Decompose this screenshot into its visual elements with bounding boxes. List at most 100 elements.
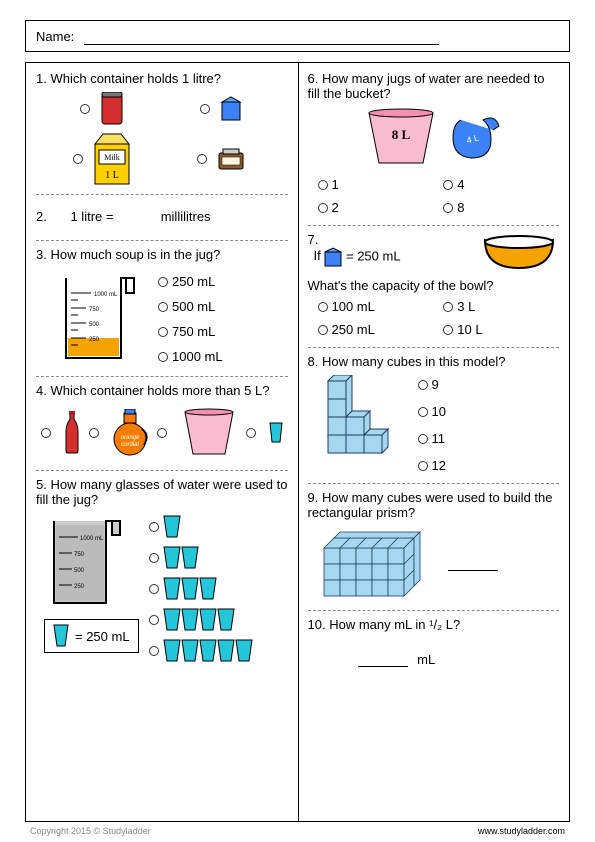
legend-text: = 250 mL [75,629,130,644]
radio-icon [158,352,168,362]
radio-icon [158,327,168,337]
q7-opt-10l[interactable]: 10 L [443,322,549,337]
q9-answer-blank[interactable] [448,557,498,571]
q7-if: If [314,248,321,263]
q3-opt-750[interactable]: 750 mL [158,324,223,339]
svg-text:8 L: 8 L [392,127,411,142]
name-box: Name: [25,20,570,52]
q7-prompt: What's the capacity of the bowl? [308,278,560,293]
question-3: 3. How much soup is in the jug? 1000 mL … [36,247,288,368]
radio-icon[interactable] [157,428,167,438]
q9-text: 9. How many cubes were used to build the… [308,490,560,520]
svg-text:orange: orange [121,435,140,441]
q1-num: 1. [36,71,47,86]
q2-right: millilitres [161,209,211,224]
radio-icon [200,104,210,114]
radio-icon[interactable] [41,428,51,438]
q5-num: 5. [36,477,47,492]
cordial-jug-icon: orangecordial [112,409,148,457]
separator [308,225,560,226]
opt-label: 2 [332,200,339,215]
main-content: 1. Which container holds 1 litre? [25,62,570,822]
radio-icon [418,461,428,471]
radio-icon [443,325,453,335]
radio-icon[interactable] [246,428,256,438]
radio-icon [443,302,453,312]
q8-opt-9[interactable]: 9 [418,377,446,392]
opt-label: 10 L [457,322,482,337]
q5-opt-1[interactable] [149,515,253,539]
question-10: 10. How many mL in ¹/₂ L? mL [308,617,560,667]
q6-opt-4[interactable]: 4 [443,177,549,192]
q7-opt-250ml[interactable]: 250 mL [318,322,424,337]
q3-prompt: How much soup is in the jug? [50,247,220,262]
opt-label: 12 [432,458,446,473]
q7-opt-100ml[interactable]: 100 mL [318,299,424,314]
radio-icon [318,203,328,213]
q6-opt-1[interactable]: 1 [318,177,424,192]
q8-opt-10[interactable]: 10 [418,404,446,419]
radio-icon [318,302,328,312]
q9-num: 9. [308,490,319,505]
q1-option-carton-small[interactable] [200,96,242,122]
radio-icon [197,154,207,164]
q1-option-jar[interactable] [197,147,245,171]
q5-opt-4[interactable] [149,608,253,632]
worksheet-page: Name: 1. Which container holds 1 litre? [0,0,595,842]
q1-option-milk[interactable]: Milk 1 L [73,132,131,186]
q3-opt-500[interactable]: 500 mL [158,299,223,314]
rectangular-prism-icon [318,526,428,602]
opt-label: 100 mL [332,299,375,314]
name-input-line[interactable] [84,27,439,45]
q3-opt-1000[interactable]: 1000 mL [158,349,223,364]
separator [308,610,560,611]
opt-label: 9 [432,377,439,392]
can-icon [100,92,124,126]
q6-opt-2[interactable]: 2 [318,200,424,215]
radio-icon [149,553,159,563]
separator [36,240,288,241]
q4-num: 4. [36,383,47,398]
bowl-icon [479,232,559,274]
q8-num: 8. [308,354,319,369]
jar-icon [217,147,245,171]
opt-label: 250 mL [332,322,375,337]
question-2: 2. 1 litre = millilitres [36,201,288,232]
separator [36,194,288,195]
q3-opt-250[interactable]: 250 mL [158,274,223,289]
tick-label: 250 [89,337,100,343]
radio-icon [443,203,453,213]
opt-label: 1 [332,177,339,192]
q5-opt-3[interactable] [149,577,253,601]
q5-opt-5[interactable] [149,639,253,663]
page-footer: Copyright 2015 © Studyladder www.studyla… [25,822,570,836]
radio-icon [418,407,428,417]
bucket-icon [181,408,237,458]
q3-num: 3. [36,247,47,262]
q1-prompt: Which container holds 1 litre? [50,71,221,86]
q2-left: 1 litre = [70,209,113,224]
radio-icon[interactable] [89,428,99,438]
radio-icon [149,615,159,625]
q3-text: 3. How much soup is in the jug? [36,247,288,262]
q10-num: 10. [308,617,326,632]
q8-opt-11[interactable]: 11 [418,431,446,446]
q5-legend: = 250 mL [44,619,139,653]
q1-option-can[interactable] [80,92,124,126]
question-8: 8. How many cubes in this model? [308,354,560,475]
small-carton-icon [324,247,342,267]
name-label: Name: [36,29,74,44]
q5-opt-2[interactable] [149,546,253,570]
q7-opt-3l[interactable]: 3 L [443,299,549,314]
opt-label: 250 mL [172,274,215,289]
separator [36,470,288,471]
q8-opt-12[interactable]: 12 [418,458,446,473]
q6-opt-8[interactable]: 8 [443,200,549,215]
q10-answer-blank[interactable] [358,653,408,667]
milk-carton-icon: Milk 1 L [93,132,131,186]
q8-text: 8. How many cubes in this model? [308,354,560,369]
milk-label: Milk [105,153,121,162]
grey-jug-icon: 1000 mL 750 500 250 [44,513,132,613]
radio-icon [418,380,428,390]
measuring-jug-icon: 1000 mL 750 500 250 [56,268,146,368]
